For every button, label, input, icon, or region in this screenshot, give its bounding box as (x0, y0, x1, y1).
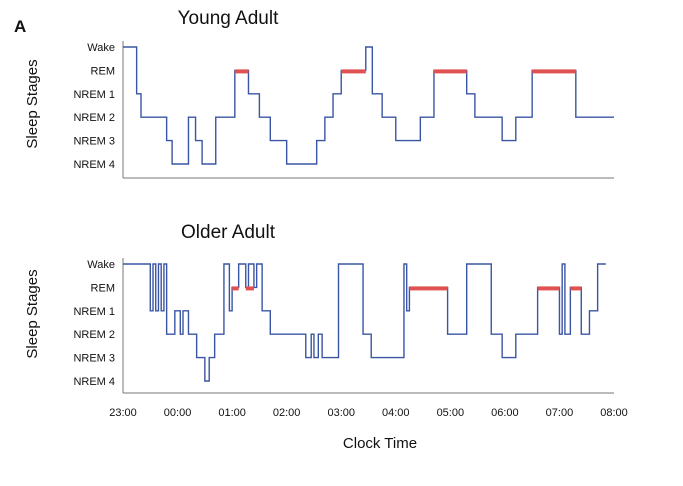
rem-period-bar (409, 286, 448, 291)
x-tick-label: 00:00 (164, 407, 192, 419)
x-axis-label: Clock Time (343, 435, 417, 452)
x-tick-label: 04:00 (382, 407, 410, 419)
panel-label: A (14, 17, 26, 36)
rem-period-bar (433, 69, 467, 74)
x-tick-label: 23:00 (109, 407, 137, 419)
y-tick-label: NREM 2 (73, 329, 115, 341)
y-tick-label: NREM 1 (73, 89, 115, 101)
y-tick-label: Wake (87, 259, 115, 271)
rem-period-bar (570, 286, 582, 291)
rem-period-bar (341, 69, 366, 74)
chart-title-older-adult: Older Adult (181, 222, 276, 243)
plot-area: Wake REM NREM 1 NREM 2 NREM 3 NREM 4 Wake REM NR… (73, 41, 628, 419)
rem-period-bar (234, 69, 249, 74)
y-tick-label: NREM 1 (73, 306, 115, 318)
y-tick-label: NREM 4 (73, 376, 115, 388)
x-tick-label: 02:00 (273, 407, 301, 419)
x-tick-label: 05:00 (437, 407, 465, 419)
rem-period-bar (537, 286, 560, 291)
y-tick-label: NREM 3 (73, 353, 115, 365)
hypnogram-line (123, 46, 614, 165)
rem-period-bar (245, 286, 254, 291)
y-tick-label: NREM 2 (73, 112, 115, 124)
y-axis-label-young-adult: Sleep Stages (24, 59, 41, 148)
rem-period-bar (232, 286, 239, 291)
y-tick-label: Wake (87, 42, 115, 54)
x-tick-label: 06:00 (491, 407, 519, 419)
rem-period-bar (532, 69, 576, 74)
y-tick-label: REM (91, 282, 115, 294)
chart-title-young-adult: Young Adult (178, 8, 279, 29)
x-tick-label: 03:00 (327, 407, 355, 419)
y-tick-label: NREM 3 (73, 136, 115, 148)
x-tick-label: 07:00 (546, 407, 574, 419)
y-tick-label: REM (91, 65, 115, 77)
x-tick-label: 08:00 (600, 407, 628, 419)
hypnogram-line (123, 263, 606, 382)
x-tick-label: 01:00 (218, 407, 246, 419)
y-tick-label: NREM 4 (73, 159, 115, 171)
y-axis-label-older-adult: Sleep Stages (24, 269, 41, 358)
